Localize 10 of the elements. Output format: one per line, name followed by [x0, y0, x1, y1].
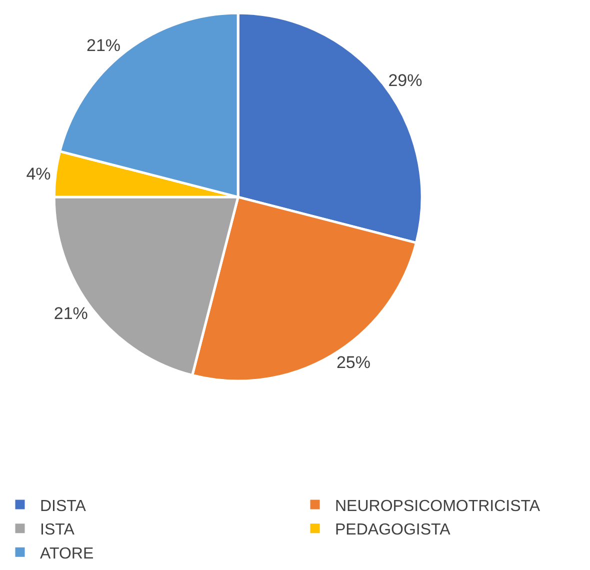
data-label: 21% — [86, 36, 121, 56]
legend-label: ATORE — [40, 545, 94, 562]
data-label: 4% — [26, 164, 51, 184]
legend-label: PEDAGOGISTA — [335, 522, 451, 539]
data-label: 29% — [388, 71, 422, 90]
data-label: 21% — [54, 304, 88, 323]
legend-label: ISTA — [40, 522, 75, 539]
data-label: 25% — [336, 352, 371, 372]
legend-label: NEUROPSICOMOTRICISTA — [335, 498, 540, 515]
legend-label: DISTA — [40, 498, 86, 515]
